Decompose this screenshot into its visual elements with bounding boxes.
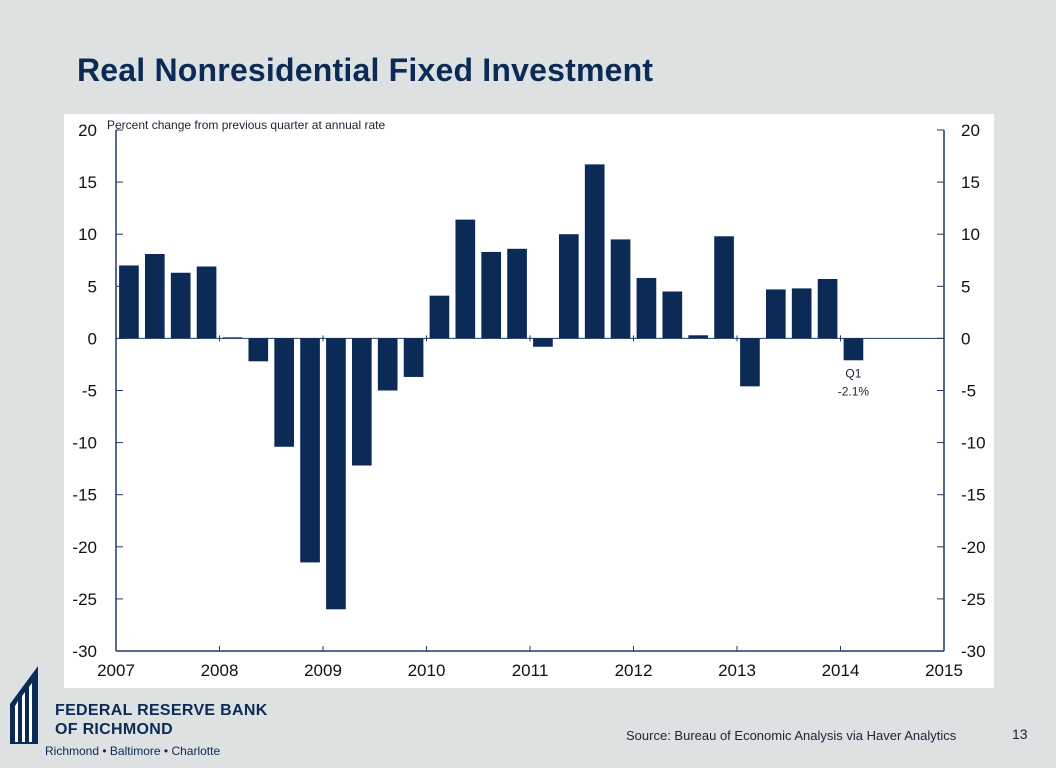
bar <box>377 338 398 391</box>
right-y-tick-label: 20 <box>961 121 980 140</box>
bar <box>248 338 269 362</box>
bar <box>533 338 553 347</box>
right-y-tick-label: 0 <box>961 329 970 348</box>
right-y-tick-label: -10 <box>961 434 986 453</box>
logo-line-1: FEDERAL RESERVE BANK <box>55 702 268 719</box>
bar <box>636 277 657 339</box>
left-y-tick-label: 20 <box>78 121 97 140</box>
chart-axes <box>115 129 945 652</box>
right-y-tick-label: -30 <box>961 642 986 661</box>
bar <box>507 248 527 339</box>
bar <box>481 251 502 339</box>
bar <box>170 272 191 339</box>
x-tick-label: 2013 <box>718 661 756 680</box>
x-tick-label: 2014 <box>822 661 860 680</box>
annotation-value: -2.1% <box>838 384 870 398</box>
bar <box>300 338 320 563</box>
bar <box>584 164 605 339</box>
bar <box>765 289 786 339</box>
left-y-tick-label: -15 <box>72 486 97 505</box>
bar <box>817 279 838 339</box>
left-y-tick-label: -30 <box>72 642 97 661</box>
bar <box>714 236 734 339</box>
left-y-tick-label: -20 <box>72 538 97 557</box>
right-y-tick-label: 5 <box>961 277 970 296</box>
bar <box>791 288 812 339</box>
bar <box>119 265 139 339</box>
x-tick-label: 2007 <box>97 661 135 680</box>
bar <box>196 266 217 339</box>
x-tick-label: 2011 <box>512 661 549 680</box>
right-y-tick-label: -25 <box>961 590 986 609</box>
bar <box>610 239 631 339</box>
federal-reserve-logo: FEDERAL RESERVE BANK OF RICHMOND Richmon… <box>8 664 267 764</box>
right-y-tick-label: 15 <box>961 173 980 192</box>
right-y-tick-label: -5 <box>961 382 976 401</box>
x-tick-label: 2015 <box>925 661 963 680</box>
bar <box>351 338 372 466</box>
left-y-tick-label: 5 <box>88 277 97 296</box>
bar <box>662 291 683 339</box>
x-tick-label: 2009 <box>304 661 342 680</box>
right-y-tick-label: 10 <box>961 225 980 244</box>
logo-line-2: OF RICHMOND <box>55 721 173 738</box>
eagle-column-logo-icon <box>10 666 38 744</box>
left-y-tick-label: -10 <box>72 434 97 453</box>
left-y-tick-label: 10 <box>78 225 97 244</box>
logo-line-3: Richmond • Baltimore • Charlotte <box>45 744 221 758</box>
bar <box>429 295 450 339</box>
bar <box>843 338 864 361</box>
right-y-tick-label: -20 <box>961 538 986 557</box>
bar <box>144 253 165 339</box>
x-tick-label: 2008 <box>201 661 239 680</box>
chart-subtitle: Percent change from previous quarter at … <box>107 118 385 132</box>
x-tick-label: 2012 <box>615 661 653 680</box>
x-tick-label: 2010 <box>408 661 446 680</box>
bar <box>558 234 579 339</box>
left-y-tick-label: -25 <box>72 590 97 609</box>
page-number: 13 <box>1012 726 1028 742</box>
right-y-tick-label: -15 <box>961 486 986 505</box>
left-y-tick-label: -5 <box>82 382 97 401</box>
slide-title: Real Nonresidential Fixed Investment <box>77 52 654 88</box>
chart-panel: Percent change from previous quarter at … <box>64 114 994 688</box>
bar <box>403 338 424 377</box>
left-y-tick-label: 15 <box>78 173 97 192</box>
bar <box>740 338 760 387</box>
bar <box>688 335 709 339</box>
bar <box>274 338 295 447</box>
annotation-quarter: Q1 <box>845 366 861 380</box>
bar <box>455 219 476 339</box>
source-note: Source: Bureau of Economic Analysis via … <box>626 728 957 743</box>
left-y-tick-label: 0 <box>88 329 97 348</box>
bar-chart: Percent change from previous quarter at … <box>72 118 985 680</box>
bar <box>326 338 346 610</box>
chart-bars <box>119 164 864 610</box>
bar <box>222 337 243 339</box>
